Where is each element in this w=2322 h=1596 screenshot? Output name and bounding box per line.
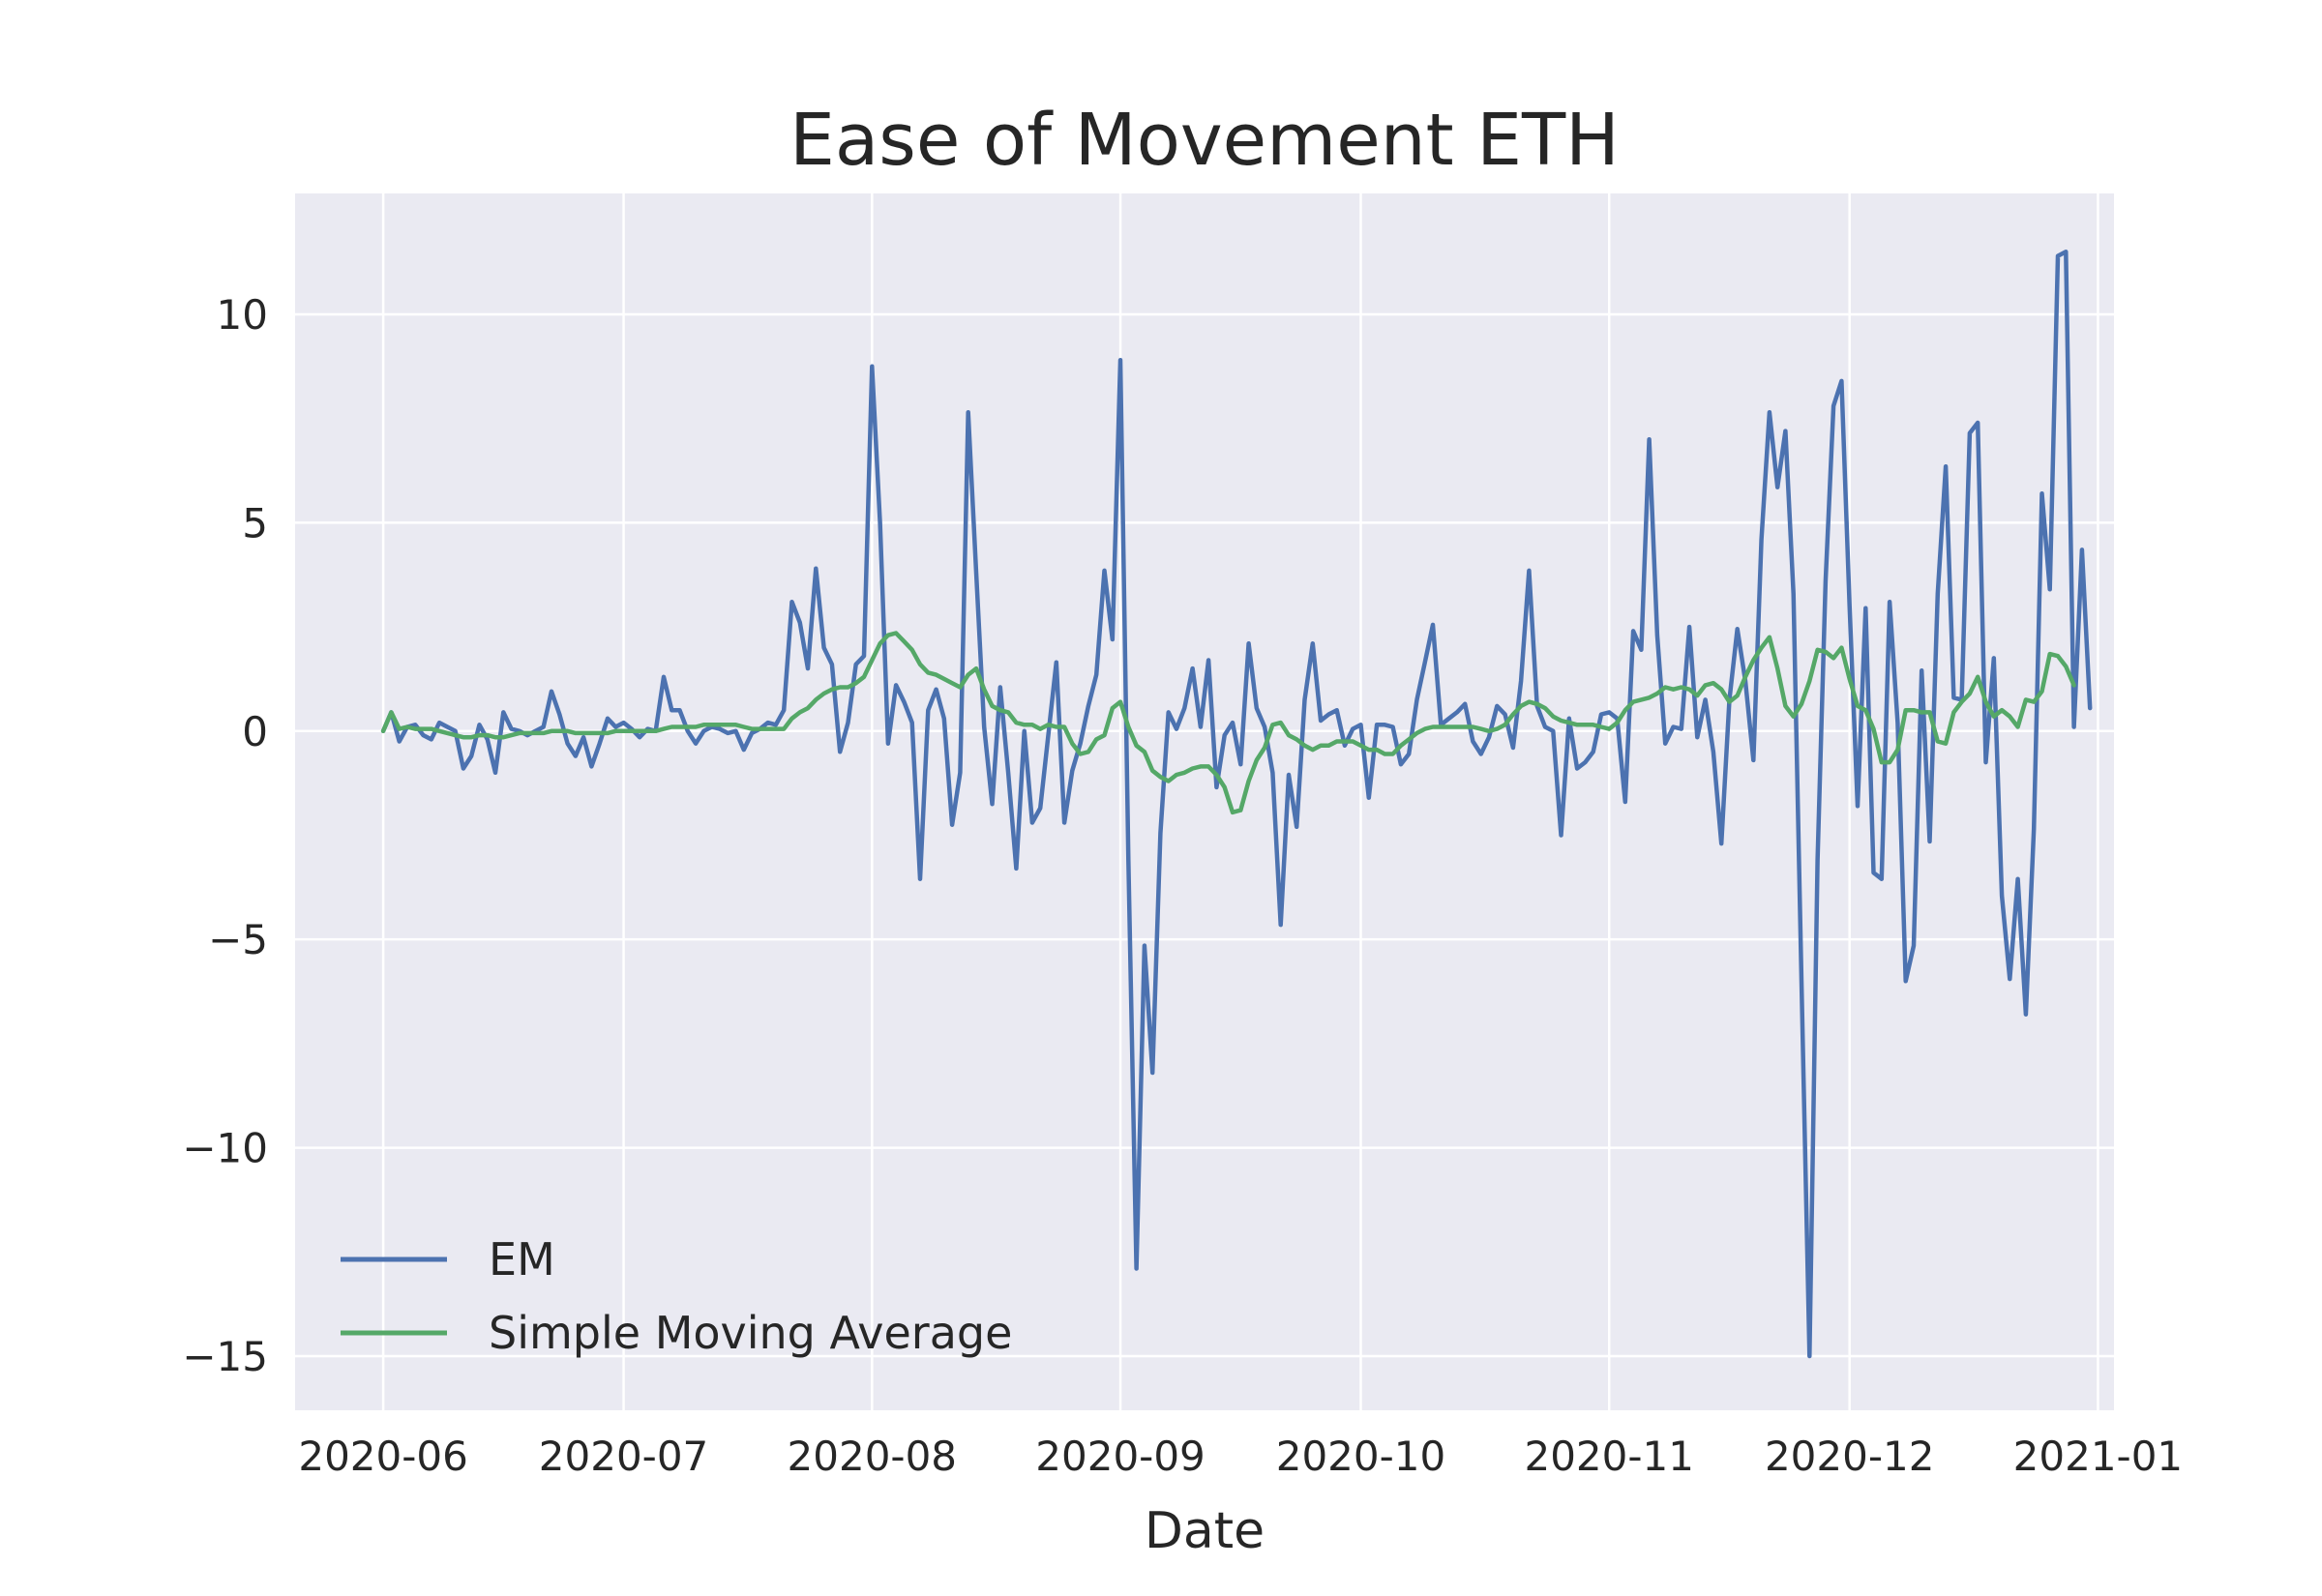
chart-title: Ease of Movement ETH xyxy=(789,99,1620,182)
x-tick-label: 2021-01 xyxy=(2013,1433,2184,1480)
series-line-em xyxy=(380,250,2093,1359)
legend-label-em: EM xyxy=(489,1233,555,1286)
x-tick-label: 2020-06 xyxy=(298,1433,468,1480)
x-tick-label: 2020-07 xyxy=(539,1433,709,1480)
x-tick-label: 2020-09 xyxy=(1035,1433,1206,1480)
y-tick-label: 0 xyxy=(242,708,268,755)
series-lines xyxy=(380,250,2093,1359)
x-axis-label: Date xyxy=(1145,1502,1265,1560)
y-tick-labels: 10 5 0 −5 −10 −15 xyxy=(182,291,268,1380)
plot-background xyxy=(295,193,2114,1410)
x-tick-label: 2020-12 xyxy=(1765,1433,1935,1480)
x-tick-label: 2020-08 xyxy=(788,1433,958,1480)
legend-label-sma: Simple Moving Average xyxy=(489,1307,1012,1359)
y-tick-label: −10 xyxy=(182,1125,268,1172)
legend: EM Simple Moving Average xyxy=(341,1233,1012,1359)
y-tick-label: −5 xyxy=(208,916,268,963)
y-tick-label: 10 xyxy=(217,291,268,339)
x-tick-label: 2020-10 xyxy=(1276,1433,1446,1480)
x-tick-labels: 2020-06 2020-07 2020-08 2020-09 2020-10 2020-… xyxy=(298,1433,2183,1480)
x-tick-label: 2020-11 xyxy=(1524,1433,1694,1480)
series-line-sma xyxy=(380,631,2076,815)
y-tick-label: 5 xyxy=(242,499,268,547)
y-tick-label: −15 xyxy=(182,1333,268,1380)
